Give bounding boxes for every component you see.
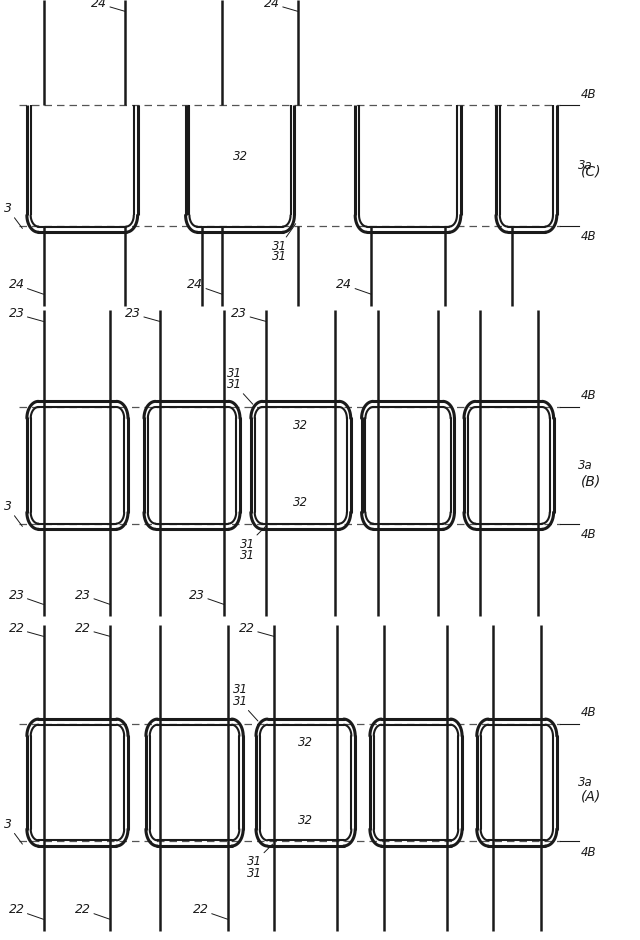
- Text: 32: 32: [298, 814, 314, 827]
- Text: 24: 24: [9, 278, 44, 294]
- Text: 4B: 4B: [581, 230, 596, 243]
- Text: 3: 3: [4, 202, 22, 228]
- Text: 22: 22: [76, 903, 110, 919]
- Text: 31: 31: [272, 250, 287, 263]
- Text: 22: 22: [239, 622, 274, 636]
- Text: 23: 23: [9, 588, 44, 604]
- Text: 4B: 4B: [581, 846, 596, 859]
- Text: 3a: 3a: [578, 776, 593, 789]
- Text: 24: 24: [264, 0, 298, 11]
- Text: 4B: 4B: [581, 528, 596, 541]
- Text: 23: 23: [9, 307, 44, 321]
- Text: 23: 23: [189, 588, 224, 604]
- Text: 32: 32: [232, 149, 248, 163]
- Text: 32: 32: [298, 736, 314, 749]
- Text: 24: 24: [187, 278, 222, 294]
- Text: (B): (B): [581, 475, 602, 489]
- Text: 23: 23: [125, 307, 160, 321]
- Text: 31: 31: [227, 367, 243, 380]
- Text: 31: 31: [240, 549, 255, 562]
- Text: (A): (A): [581, 790, 602, 804]
- Text: 31: 31: [247, 867, 262, 880]
- Text: 31: 31: [232, 695, 258, 721]
- Text: 4B: 4B: [581, 87, 596, 101]
- Text: 31: 31: [272, 224, 296, 253]
- Text: 24: 24: [92, 0, 125, 11]
- Text: 31: 31: [247, 844, 273, 869]
- Text: 22: 22: [9, 903, 44, 919]
- Text: 3: 3: [4, 500, 22, 526]
- Text: 23: 23: [232, 307, 266, 321]
- Text: 22: 22: [193, 903, 228, 919]
- Text: 22: 22: [9, 622, 44, 636]
- Text: 4B: 4B: [581, 389, 596, 402]
- Text: 32: 32: [293, 496, 308, 509]
- Text: (C): (C): [581, 164, 602, 179]
- Text: 3: 3: [4, 818, 22, 844]
- Text: 31: 31: [232, 683, 248, 697]
- Text: 31: 31: [240, 526, 266, 551]
- Text: 24: 24: [337, 278, 371, 294]
- Text: 3a: 3a: [578, 159, 593, 172]
- Text: 22: 22: [76, 622, 110, 636]
- Text: 4B: 4B: [581, 706, 596, 719]
- Text: 31: 31: [227, 378, 253, 404]
- Text: 3a: 3a: [578, 459, 593, 472]
- Text: 23: 23: [76, 588, 110, 604]
- Text: 32: 32: [293, 419, 308, 432]
